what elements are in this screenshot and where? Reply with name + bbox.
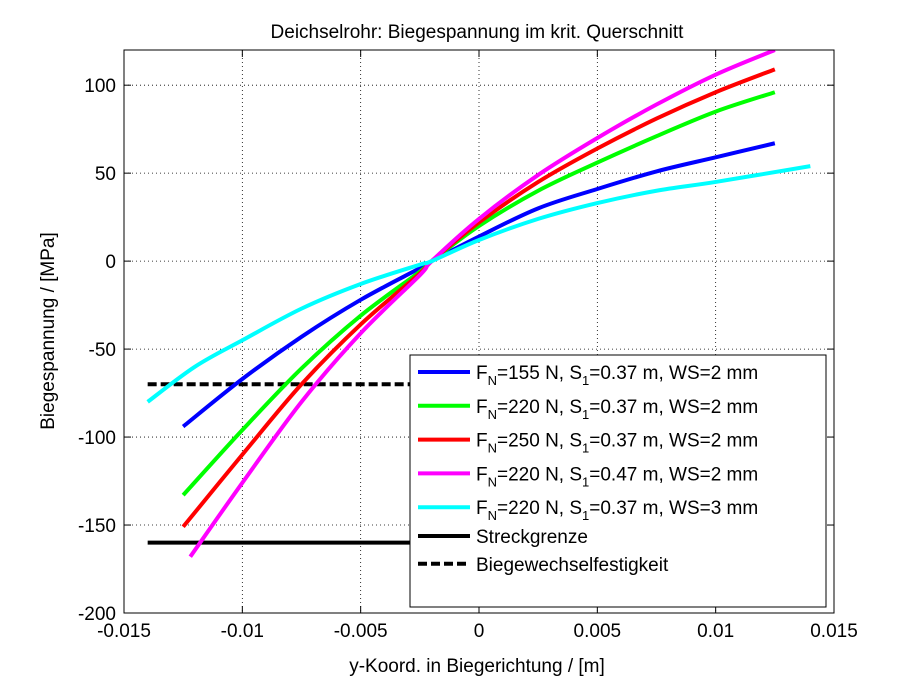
legend-label: FN=250 N, S1=0.37 m, WS=2 mm [476,431,758,456]
legend-label: FN=220 N, S1=0.37 m, WS=3 mm [476,498,758,523]
legend-entry-4: FN=220 N, S1=0.47 m, WS=2 mm [418,464,758,489]
legend: FN=155 N, S1=0.37 m, WS=2 mm FN=220 N, S1… [409,354,827,608]
y-tick-label: 50 [95,164,116,185]
y-tick-label: 100 [84,76,116,97]
legend-entry-3: FN=250 N, S1=0.37 m, WS=2 mm [418,431,758,456]
y-tick-label: -100 [78,428,116,449]
legend-label: FN=220 N, S1=0.47 m, WS=2 mm [476,464,758,489]
x-tick-label: 0.01 [697,621,734,642]
x-tick-label: -0.005 [334,621,388,642]
legend-box [409,354,827,608]
legend-entry-2: FN=220 N, S1=0.37 m, WS=2 mm [418,397,758,422]
x-tick-label: -0.015 [97,621,151,642]
x-tick-label: 0 [474,621,485,642]
legend-label: FN=155 N, S1=0.37 m, WS=2 mm [476,363,758,388]
legend-entry-5: FN=220 N, S1=0.37 m, WS=3 mm [418,498,758,523]
legend-entry-1: FN=155 N, S1=0.37 m, WS=2 mm [418,363,758,388]
y-tick-label: -200 [78,604,116,625]
chart-title: Deichselrohr: Biegespannung im krit. Que… [271,22,685,43]
legend-label: Streckgrenze [476,527,588,548]
x-axis-label: y-Koord. in Biegerichtung / [m] [349,656,605,677]
x-tick-label: -0.01 [221,621,264,642]
y-tick-label: 0 [105,252,116,273]
series-line-4 [188,50,776,558]
plot-frame [123,49,835,614]
legend-label: Biegewechselfestigkeit [476,555,669,576]
legend-label: FN=220 N, S1=0.37 m, WS=2 mm [476,397,758,422]
x-tick-label: 0.005 [574,621,622,642]
y-tick-label: -50 [89,340,116,361]
legend-entry-6: Streckgrenze [418,527,588,548]
series-line-5 [146,164,811,404]
y-axis-label: Biegespannung / [MPa] [38,232,59,430]
y-tick-label: -150 [78,516,116,537]
legend-entry-7: Biegewechselfestigkeit [418,555,669,576]
axis-ticks: -0.015 -0.01 -0.005 0 0.005 0.01 0.015 -200 -150… [78,50,858,642]
x-tick-label: 0.015 [810,621,858,642]
